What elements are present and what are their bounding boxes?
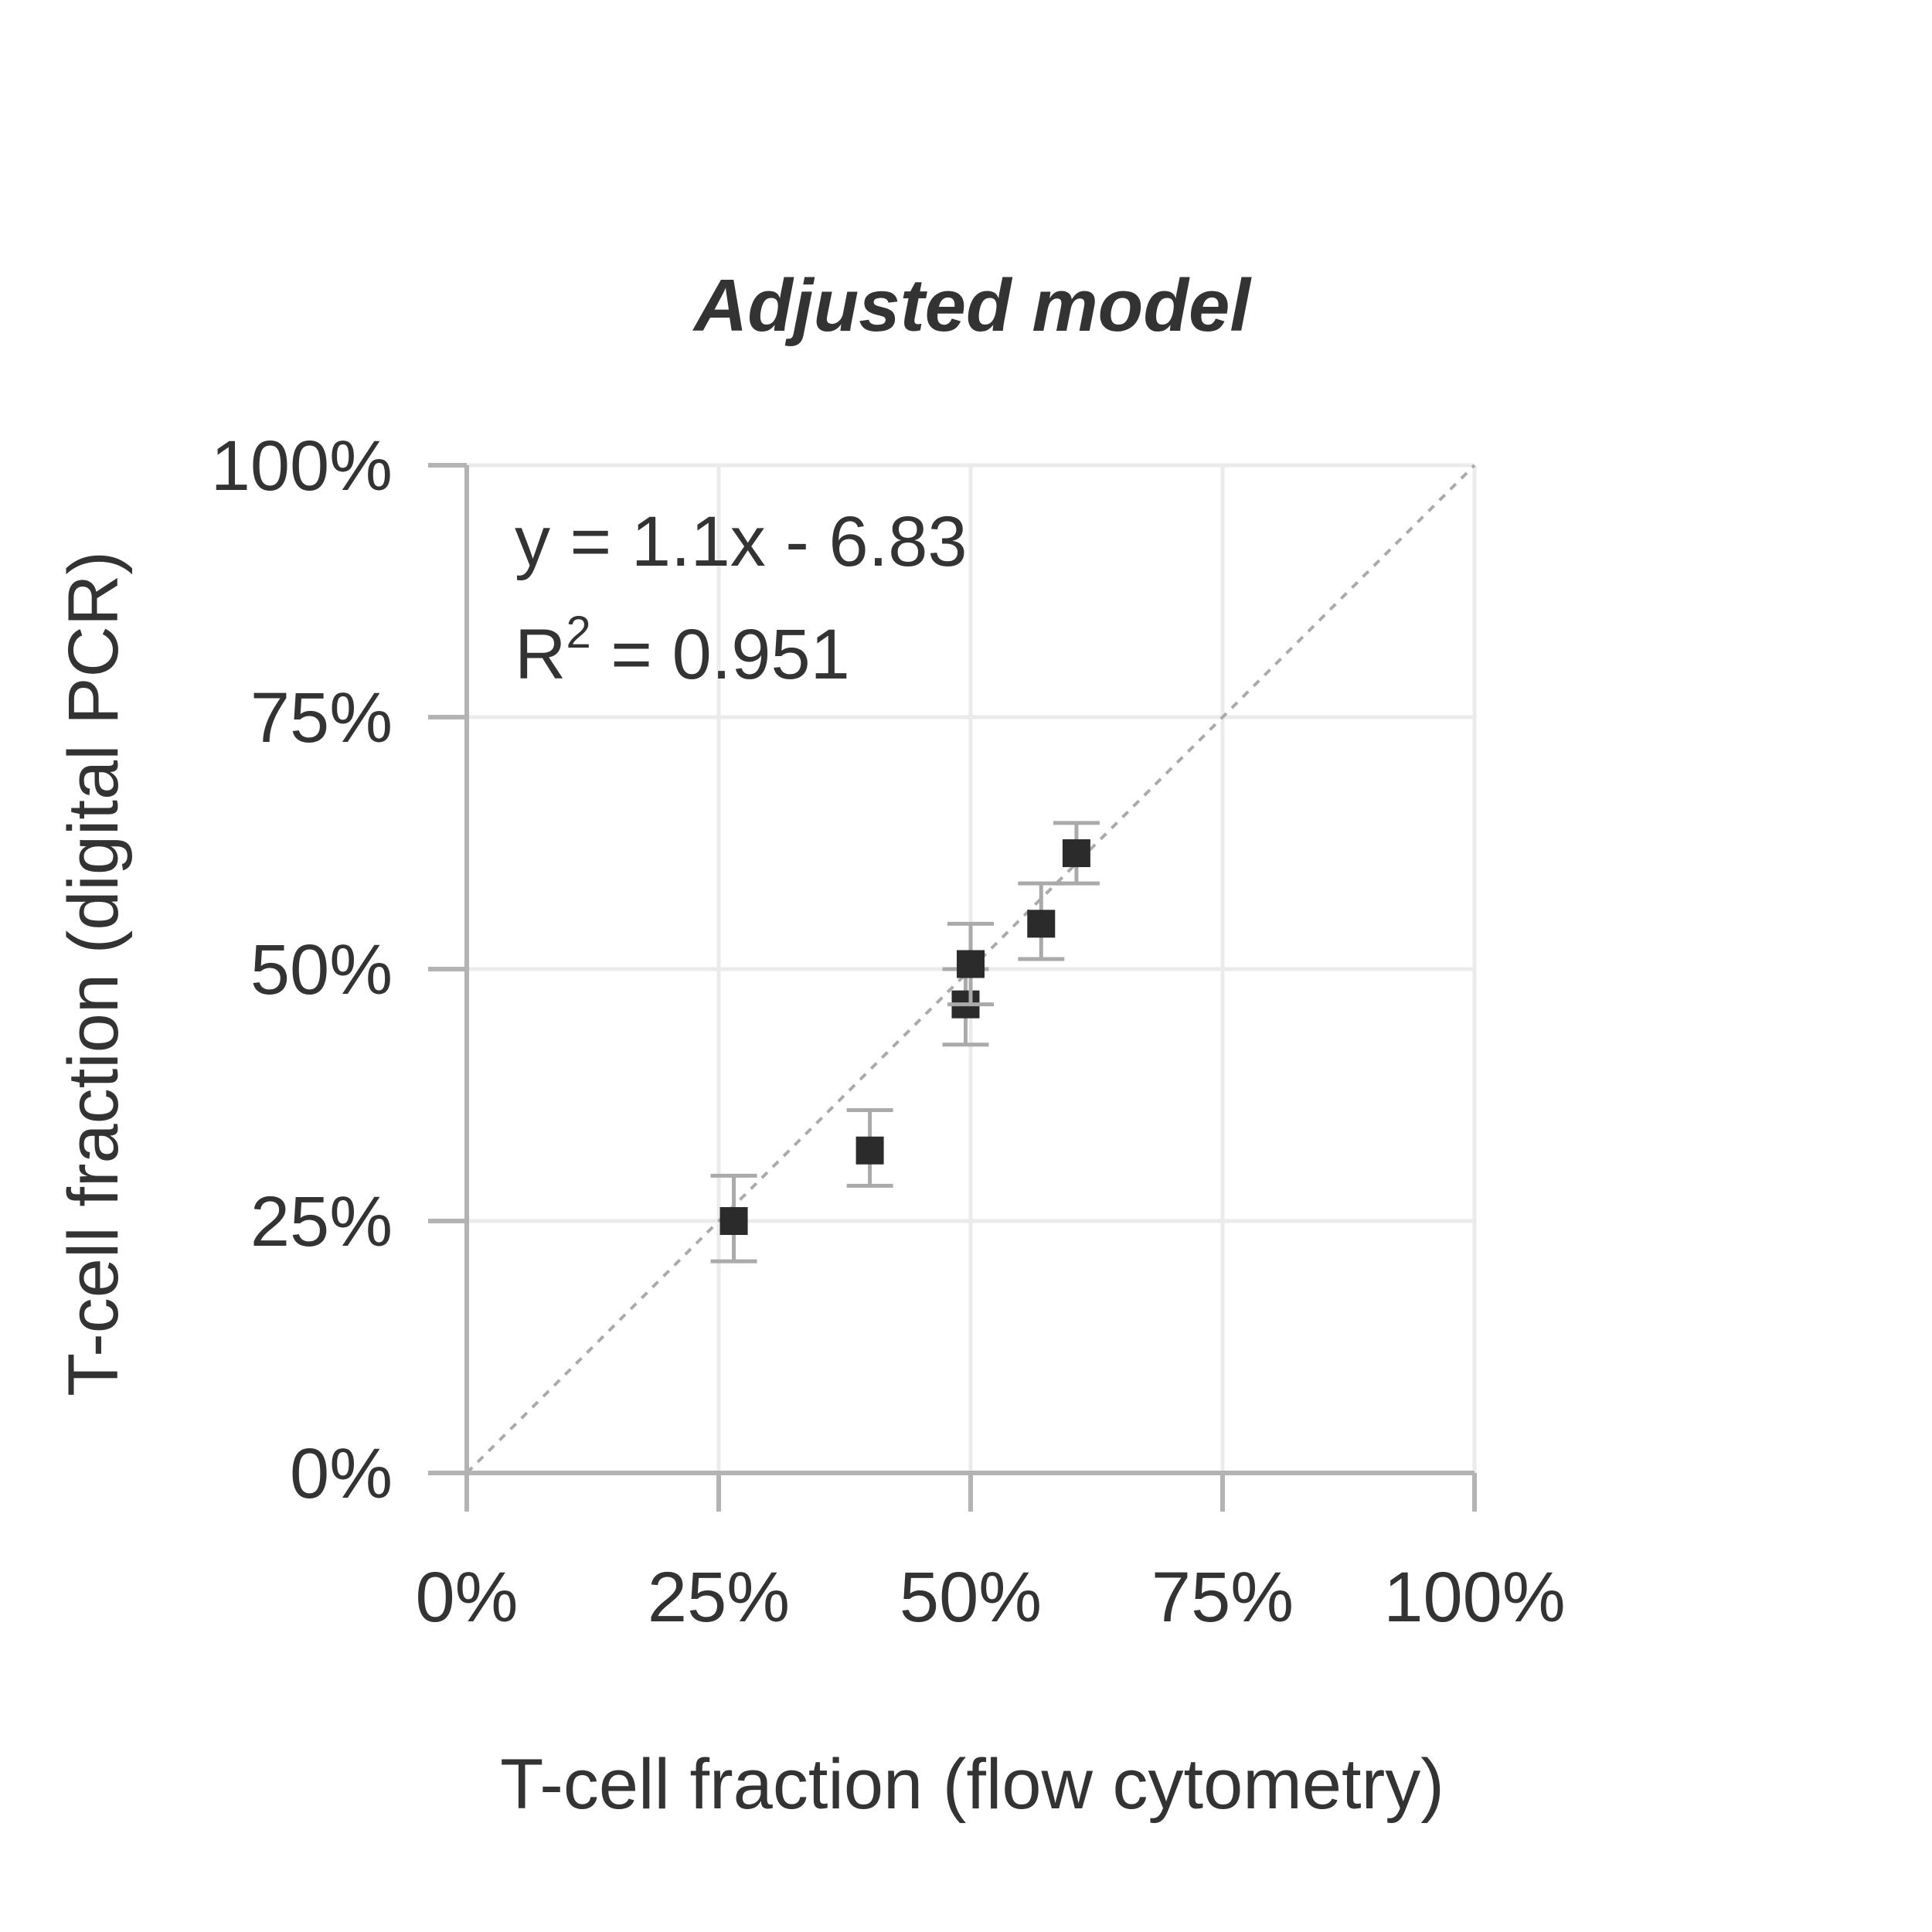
data-point	[710, 1173, 757, 1264]
r-squared-prefix: R	[515, 615, 566, 694]
point-marker	[855, 1136, 884, 1165]
axes	[428, 463, 1477, 1512]
x-tick-label: 0%	[416, 1558, 519, 1637]
x-tick-labels: 0% 25% 50% 75% 100%	[416, 1558, 1566, 1637]
data-point	[846, 1108, 893, 1188]
point-marker	[1062, 839, 1090, 868]
x-tick-label: 50%	[900, 1558, 1042, 1637]
regression-equation: y = 1.1x - 6.83	[515, 502, 968, 581]
data-point	[1018, 881, 1065, 961]
chart-title: Adjusted model	[692, 264, 1252, 347]
y-tick-label: 100%	[211, 427, 393, 505]
x-axis-label: T-cell fraction (flow cytometry)	[500, 1745, 1444, 1824]
y-axis-label: T-cell fraction (digital PCR)	[54, 551, 133, 1396]
x-tick-label: 100%	[1383, 1558, 1565, 1637]
r-squared-value: = 0.951	[591, 615, 850, 694]
point-marker	[719, 1207, 748, 1235]
x-tick-label: 25%	[648, 1558, 790, 1637]
y-tick-label: 25%	[250, 1182, 393, 1261]
x-tick-label: 75%	[1151, 1558, 1294, 1637]
r-squared-superscript: 2	[566, 607, 590, 658]
data-point	[1053, 821, 1100, 886]
data-point	[942, 967, 989, 1047]
r-squared-label: R2 = 0.951	[515, 607, 850, 694]
y-tick-label: 50%	[250, 930, 393, 1009]
data-point	[947, 921, 994, 1007]
data-points	[710, 821, 1100, 1264]
y-tick-labels: 0% 25% 50% 75% 100%	[211, 427, 393, 1513]
y-tick-label: 0%	[290, 1434, 393, 1513]
point-marker	[1027, 910, 1056, 938]
y-tick-label: 75%	[250, 679, 393, 757]
point-marker	[957, 950, 985, 978]
